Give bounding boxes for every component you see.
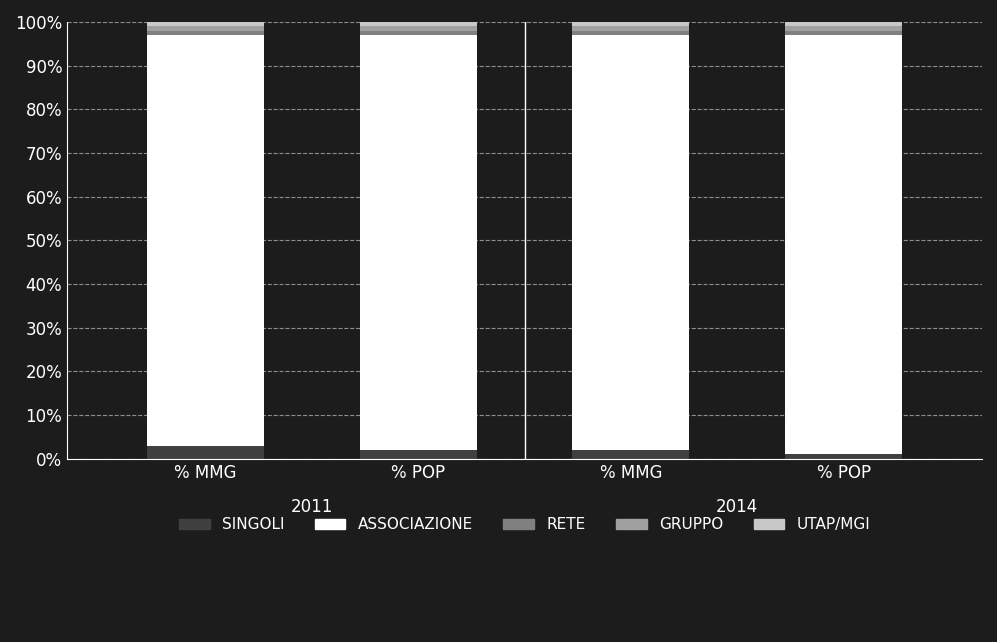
Bar <box>786 35 902 455</box>
Bar <box>786 31 902 35</box>
Text: 2011: 2011 <box>290 498 333 516</box>
Bar <box>786 455 902 459</box>
Bar <box>786 22 902 26</box>
Bar <box>147 31 264 35</box>
Bar <box>147 35 264 446</box>
Legend: SINGOLI, ASSOCIAZIONE, RETE, GRUPPO, UTAP/MGI: SINGOLI, ASSOCIAZIONE, RETE, GRUPPO, UTA… <box>172 511 876 539</box>
Text: 2014: 2014 <box>716 498 759 516</box>
Bar <box>786 26 902 31</box>
Bar <box>360 450 477 459</box>
Bar <box>572 450 690 459</box>
Bar <box>147 26 264 31</box>
Bar <box>572 35 690 450</box>
Bar <box>147 22 264 26</box>
Bar <box>572 26 690 31</box>
Bar <box>360 31 477 35</box>
Bar <box>572 22 690 26</box>
Bar <box>360 22 477 26</box>
Bar <box>360 35 477 450</box>
Bar <box>572 31 690 35</box>
Bar <box>147 446 264 459</box>
Bar <box>360 26 477 31</box>
